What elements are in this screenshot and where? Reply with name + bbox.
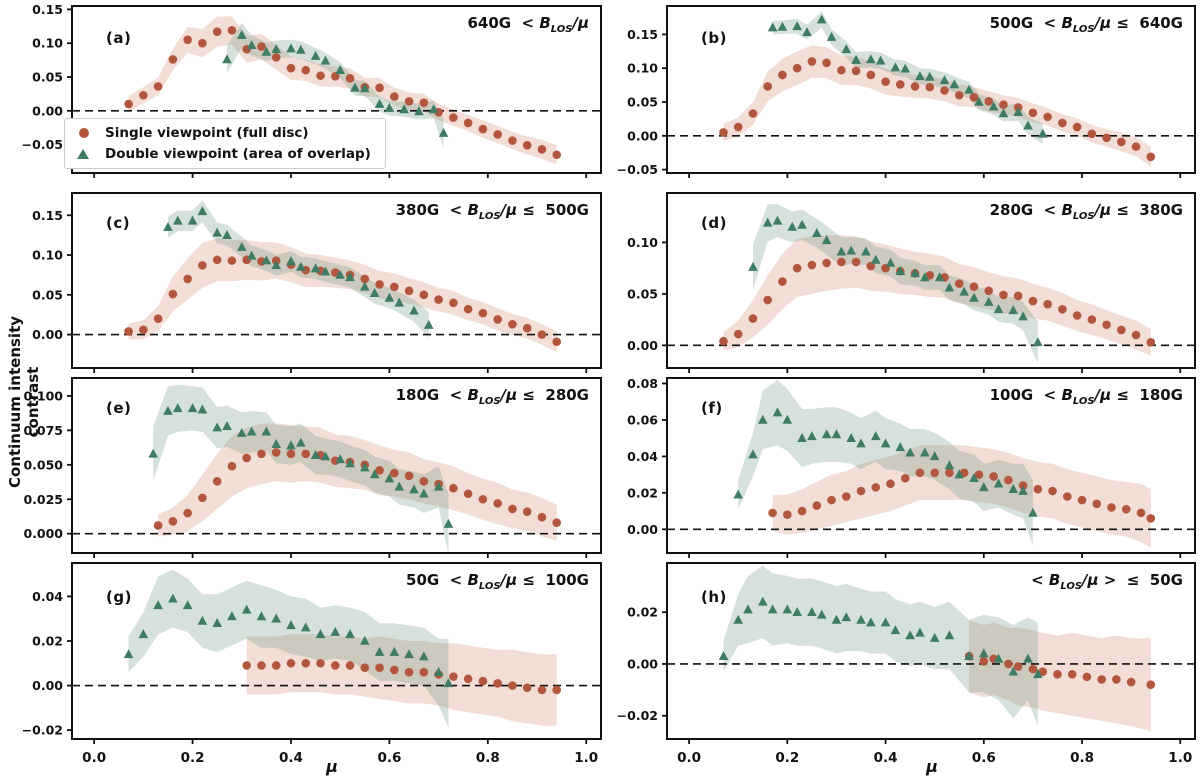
triangle-marker-icon (77, 149, 89, 159)
x-axis-label-left: μ (326, 757, 338, 776)
panel-label: (h) (701, 588, 727, 606)
svg-text:0.8: 0.8 (1070, 750, 1094, 766)
panel-b: −0.05 0.00 0.05 0.10 0.15 (b) 500G < BLOS/μ … (605, 5, 1197, 185)
svg-text:−0.05: −0.05 (22, 137, 63, 152)
panel-label: (a) (106, 29, 132, 47)
svg-text:0.050: 0.050 (23, 457, 63, 472)
panel-c: 0.00 0.05 0.10 0.15 (c) 380G < BLOS/μ ≤ 500… (20, 192, 603, 376)
panel-title: 380G < BLOS/μ ≤ 500G (395, 201, 589, 222)
panel-f: 0.00 0.02 0.04 0.06 0.08 (f) 100G < BLOS/μ ≤… (605, 376, 1197, 561)
panel-title: 500G < BLOS/μ ≤ 640G (989, 14, 1183, 35)
legend-item-double: Double viewpoint (area of overlap) (77, 146, 371, 162)
svg-text:0.00: 0.00 (627, 522, 658, 537)
svg-text:−0.05: −0.05 (617, 162, 658, 177)
panel-e: 0.000 0.025 0.050 0.075 0.100 (e) 180G < BLO… (20, 377, 603, 561)
svg-text:1.0: 1.0 (574, 750, 598, 766)
svg-text:0.00: 0.00 (32, 678, 63, 693)
svg-text:0.00: 0.00 (627, 338, 658, 353)
svg-text:0.025: 0.025 (23, 492, 63, 507)
svg-text:0.04: 0.04 (627, 449, 658, 464)
svg-text:0.05: 0.05 (32, 287, 63, 302)
panel-f-chart: 0.00 0.02 0.04 0.06 0.08 (627, 376, 1196, 558)
svg-text:0.10: 0.10 (627, 235, 658, 250)
panel-d: 0.00 0.05 0.10 (d) 280G < BLOS/μ ≤ 380G (605, 192, 1197, 376)
svg-text:0.4: 0.4 (874, 750, 898, 766)
x-axis-label-right: μ (926, 757, 938, 776)
svg-text:0.02: 0.02 (627, 605, 658, 620)
legend-label-single: Single viewpoint (full disc) (105, 125, 309, 141)
svg-text:0.04: 0.04 (32, 589, 63, 604)
svg-text:0.00: 0.00 (32, 103, 63, 118)
svg-text:1.0: 1.0 (1168, 750, 1192, 766)
svg-text:−0.02: −0.02 (22, 723, 63, 738)
panel-g-chart: −0.02 0.00 0.02 0.04 0.0 0.2 0.4 0.6 0.8 1.0 (22, 562, 602, 766)
svg-text:0.10: 0.10 (32, 36, 63, 51)
svg-text:0.100: 0.100 (23, 388, 63, 403)
panel-label: (d) (701, 214, 727, 232)
legend-item-single: Single viewpoint (full disc) (77, 125, 371, 141)
panel-g: −0.02 0.00 0.02 0.04 0.0 0.2 0.4 0.6 0.8 1.0 (g) … (20, 562, 603, 779)
circle-marker-icon (79, 128, 89, 138)
panel-a-chart: −0.05 0.00 0.05 0.10 0.15 (22, 2, 602, 178)
svg-text:0.0: 0.0 (677, 750, 701, 766)
svg-text:0.05: 0.05 (627, 95, 658, 110)
svg-text:0.08: 0.08 (627, 376, 658, 391)
svg-text:0.6: 0.6 (377, 750, 401, 766)
svg-text:0.00: 0.00 (32, 327, 63, 342)
panel-label: (g) (106, 588, 132, 606)
panel-label: (c) (106, 214, 131, 232)
svg-text:0.10: 0.10 (32, 248, 63, 263)
legend-label-double: Double viewpoint (area of overlap) (105, 146, 371, 162)
svg-text:0.05: 0.05 (32, 69, 63, 84)
svg-text:0.02: 0.02 (627, 485, 658, 500)
svg-text:0.15: 0.15 (32, 208, 63, 223)
svg-text:0.6: 0.6 (972, 750, 996, 766)
panel-label: (f) (701, 399, 723, 417)
panel-title: 100G < BLOS/μ ≤ 180G (989, 386, 1183, 407)
panel-title: 280G < BLOS/μ ≤ 380G (989, 201, 1183, 222)
panel-c-chart: 0.00 0.05 0.10 0.15 (32, 192, 602, 373)
legend: Single viewpoint (full disc) Double view… (64, 118, 386, 169)
panel-title: 50G < BLOS/μ ≤ 100G (406, 571, 589, 592)
svg-text:−0.02: −0.02 (617, 708, 658, 723)
panel-e-chart: 0.000 0.025 0.050 0.075 0.100 (23, 377, 602, 558)
svg-text:0.10: 0.10 (627, 61, 658, 76)
svg-text:0.05: 0.05 (627, 286, 658, 301)
svg-text:0.02: 0.02 (32, 633, 63, 648)
panel-title: 180G < BLOS/μ ≤ 280G (395, 386, 589, 407)
svg-text:0.2: 0.2 (181, 750, 205, 766)
panel-h: −0.02 0.00 0.02 0.0 0.2 0.4 0.6 0.8 1.0 (h) < BL… (605, 562, 1197, 779)
svg-text:0.075: 0.075 (23, 423, 63, 438)
panel-b-chart: −0.05 0.00 0.05 0.10 0.15 (617, 5, 1196, 178)
svg-text:0.00: 0.00 (627, 128, 658, 143)
svg-text:0.000: 0.000 (23, 526, 63, 541)
panel-label: (e) (106, 399, 132, 417)
svg-text:0.8: 0.8 (476, 750, 500, 766)
svg-text:0.00: 0.00 (627, 656, 658, 671)
panel-h-chart: −0.02 0.00 0.02 0.0 0.2 0.4 0.6 0.8 1.0 (617, 562, 1196, 766)
panel-title: 640G < BLOS/μ (467, 14, 589, 35)
svg-text:0.15: 0.15 (627, 27, 658, 42)
svg-text:0.15: 0.15 (32, 2, 63, 17)
panel-d-chart: 0.00 0.05 0.10 (627, 192, 1196, 373)
svg-text:0.06: 0.06 (627, 412, 658, 427)
panel-a: −0.05 0.00 0.05 0.10 0.15 (a) 640G < BLOS/μ … (20, 2, 603, 185)
svg-text:0.4: 0.4 (279, 750, 303, 766)
panel-title: < BLOS/μ > ≤ 50G (1031, 571, 1183, 592)
panel-label: (b) (701, 29, 727, 47)
svg-text:0.2: 0.2 (775, 750, 799, 766)
svg-text:0.0: 0.0 (82, 750, 106, 766)
